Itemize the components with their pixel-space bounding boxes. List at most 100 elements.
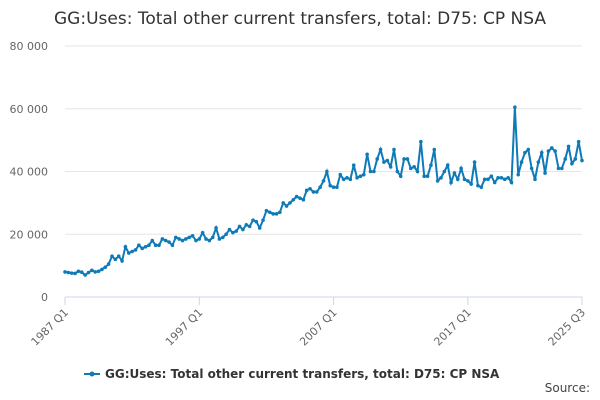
data-point (69, 271, 74, 275)
data-point (519, 160, 524, 164)
x-tick-label: 2025 Q3 (546, 306, 589, 349)
data-point (469, 182, 474, 186)
data-point (533, 177, 537, 182)
data-point (298, 196, 302, 200)
data-point (170, 243, 175, 248)
data-point (405, 157, 410, 161)
data-point (140, 246, 145, 251)
data-point (513, 105, 517, 109)
data-point (116, 254, 121, 259)
data-point (126, 251, 131, 255)
data-point (66, 270, 71, 275)
data-point (231, 230, 235, 235)
data-point (120, 259, 124, 263)
data-point (194, 238, 198, 243)
data-point (321, 179, 326, 183)
data-point (86, 270, 91, 275)
data-point (281, 201, 286, 205)
data-point (311, 190, 316, 194)
data-point (137, 243, 141, 248)
data-point (325, 169, 329, 174)
data-point (257, 226, 262, 230)
data-point (372, 169, 376, 174)
data-point (523, 150, 527, 155)
data-point (267, 210, 272, 215)
data-point (539, 150, 544, 155)
data-point (462, 177, 467, 182)
data-point (476, 183, 480, 188)
data-point (163, 238, 168, 243)
data-point (385, 158, 390, 163)
y-tick-label: 80 000 (10, 40, 49, 53)
data-point (284, 204, 289, 208)
data-point (506, 175, 510, 180)
data-point (331, 185, 336, 189)
data-point (261, 218, 265, 222)
data-point (435, 179, 440, 183)
data-point (479, 185, 484, 189)
data-point (556, 166, 561, 171)
data-point (157, 243, 161, 248)
data-point (553, 149, 557, 153)
data-point (402, 157, 406, 161)
data-point (167, 240, 171, 244)
data-point (83, 273, 87, 277)
data-point (408, 166, 413, 171)
data-point (449, 180, 453, 185)
data-point (184, 237, 188, 241)
data-point (123, 245, 128, 249)
data-point (294, 194, 299, 199)
chart-title: GG:Uses: Total other current transfers, … (54, 9, 546, 29)
data-point (314, 190, 319, 194)
data-point (348, 177, 353, 182)
x-tick-label: 1987 Q1 (29, 306, 72, 349)
data-point (566, 144, 571, 149)
data-point (244, 223, 249, 227)
data-point (489, 174, 494, 179)
data-point (308, 186, 312, 191)
data-point (133, 248, 138, 252)
data-point (355, 175, 359, 180)
data-point (395, 169, 400, 174)
legend-marker (89, 371, 95, 377)
data-point (573, 157, 578, 161)
data-point (106, 262, 111, 266)
data-point (455, 177, 460, 182)
data-point (570, 161, 574, 166)
data-point (79, 270, 84, 275)
data-point (351, 163, 356, 168)
data-point (241, 227, 245, 232)
data-point (190, 234, 195, 238)
data-point (110, 254, 114, 259)
data-point (472, 160, 477, 164)
data-point (338, 172, 343, 177)
data-point (264, 208, 269, 213)
data-point (459, 166, 463, 171)
data-point (543, 171, 547, 175)
data-point (375, 157, 380, 161)
data-point (422, 174, 427, 179)
data-point (204, 237, 208, 241)
data-point (143, 245, 148, 249)
legend-label: GG:Uses: Total other current transfers, … (105, 367, 500, 381)
data-point (445, 163, 450, 168)
data-point (341, 177, 346, 182)
data-point (580, 158, 584, 163)
y-tick-label: 0 (41, 291, 48, 304)
data-point (278, 210, 282, 215)
data-point (150, 238, 155, 243)
data-point (173, 235, 178, 240)
data-point (361, 172, 366, 177)
data-point (180, 238, 185, 243)
data-point (496, 175, 500, 180)
data-point (96, 269, 101, 274)
data-point (382, 160, 386, 164)
data-point (93, 270, 98, 274)
data-point (63, 270, 67, 274)
data-point (549, 146, 554, 150)
data-point (153, 243, 158, 248)
data-point (113, 257, 118, 262)
data-point (301, 197, 306, 202)
data-point (499, 175, 504, 180)
source: Source: (545, 381, 590, 395)
